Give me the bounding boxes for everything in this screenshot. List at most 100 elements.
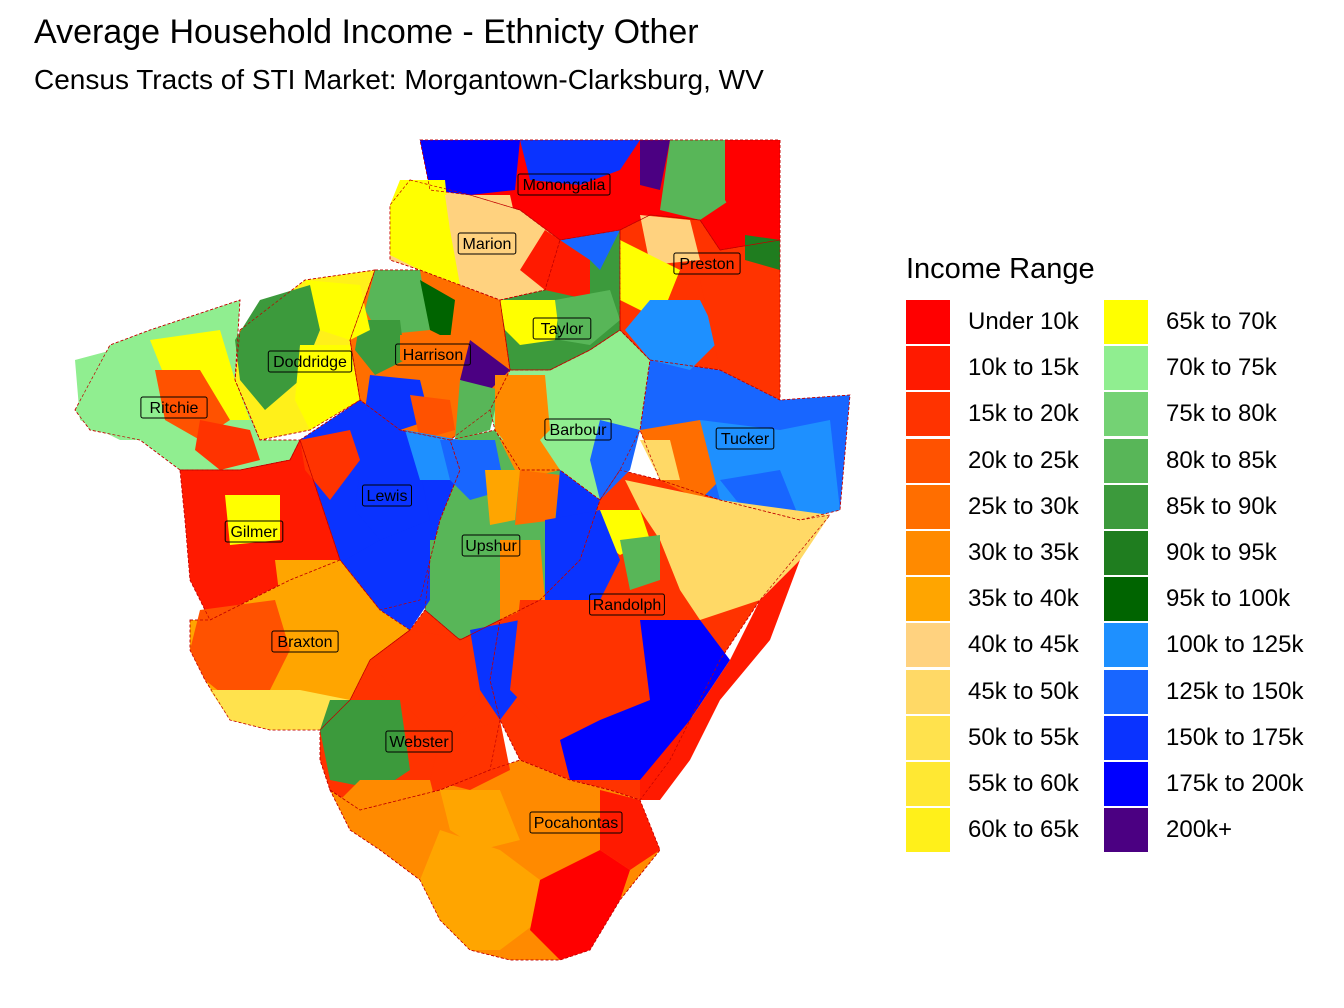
legend-swatch (906, 300, 950, 344)
legend-label: 70k to 75k (1166, 354, 1277, 382)
legend-item: 175k to 200k (1104, 762, 1314, 806)
legend-item: 95k to 100k (1104, 577, 1314, 622)
legend-swatch (906, 392, 950, 437)
county-label-text: Taylor (541, 321, 584, 338)
census-tract (345, 540, 430, 630)
census-tract (190, 600, 290, 700)
county-label-marion: Marion (457, 232, 517, 255)
legend-label: Under 10k (968, 308, 1079, 335)
county-label-text: Braxton (277, 634, 332, 651)
census-tract (510, 600, 670, 720)
county-label-box (532, 317, 592, 340)
legend-item: 25k to 30k (906, 484, 1116, 529)
legend-label: 40k to 45k (968, 631, 1079, 659)
county-label-text: Ritchie (150, 400, 199, 417)
legend-item: 125k to 150k (1104, 669, 1314, 714)
legend-item: 65k to 70k (1104, 300, 1314, 344)
legend-item: 60k to 65k (906, 808, 1116, 853)
county-label-lewis: Lewis (362, 484, 412, 507)
county-label-text: Preston (679, 256, 734, 273)
legend-swatch (1104, 531, 1148, 575)
legend-swatch (1104, 300, 1148, 344)
legend-item: 20k to 25k (906, 438, 1116, 483)
county-label-box (673, 252, 741, 275)
county-label-box (271, 630, 339, 653)
census-tract (500, 780, 600, 860)
county-label-gilmer: Gilmer (224, 520, 284, 543)
census-tract (410, 395, 455, 440)
legend-item: 100k to 125k (1104, 623, 1314, 668)
legend-label: 45k to 50k (968, 677, 1079, 705)
county-label-text: Gilmer (230, 524, 278, 541)
legend-swatch (1104, 346, 1148, 391)
legend-swatch (1104, 715, 1148, 760)
legend-label: 25k to 30k (968, 492, 1079, 520)
legend-swatch (1104, 484, 1148, 529)
census-tract (295, 345, 360, 430)
legend-label: 85k to 90k (1166, 492, 1277, 520)
census-tract (420, 280, 455, 340)
legend-item: 80k to 85k (1104, 438, 1314, 483)
choropleth-map: Monongalia Marion Preston Taylor Harrison Dod… (74, 139, 851, 961)
legend-item: 45k to 50k (906, 669, 1116, 714)
census-tract (440, 790, 520, 850)
county-label-text: Doddridge (273, 354, 347, 371)
county-label-text: Monongalia (523, 177, 606, 194)
census-tract (390, 180, 460, 285)
census-tract (560, 230, 620, 270)
census-tract (195, 420, 260, 470)
county-label-text: Tucker (721, 431, 770, 448)
county-label-box (589, 593, 665, 616)
legend-label: 90k to 95k (1166, 539, 1277, 566)
legend-swatch (906, 577, 950, 622)
county-label-text: Lewis (367, 488, 408, 505)
census-tract (640, 440, 680, 480)
legend-item: 150k to 175k (1104, 715, 1314, 760)
legend-label: 55k to 60k (968, 770, 1079, 797)
census-tract (445, 195, 520, 250)
legend-item: 90k to 95k (1104, 531, 1314, 575)
county-label-box (224, 520, 284, 543)
county-label-box (715, 427, 775, 450)
legend-swatch (1104, 762, 1148, 806)
county-label-box (457, 232, 517, 255)
county-label-tucker: Tucker (715, 427, 775, 450)
legend-swatch (906, 715, 950, 760)
legend-swatch (1104, 438, 1148, 483)
county-label-text: Pocahontas (534, 815, 619, 832)
county-label-text: Webster (389, 734, 449, 751)
legend-swatch (906, 669, 950, 714)
county-border (639, 359, 851, 521)
county-label-box (362, 484, 412, 507)
legend-swatch (906, 346, 950, 391)
county-border (499, 229, 621, 371)
legend-item: 10k to 15k (906, 346, 1116, 391)
census-tract (365, 270, 430, 335)
legend-swatch (906, 623, 950, 668)
legend-label: 30k to 35k (968, 539, 1079, 566)
county-label-braxton: Braxton (271, 630, 339, 653)
census-tract (560, 620, 730, 780)
legend-swatch (1104, 577, 1148, 622)
census-tract (520, 230, 590, 300)
county-label-box (395, 343, 471, 366)
legend-title: Income Range (906, 253, 1095, 285)
legend-label: 100k to 125k (1166, 631, 1304, 659)
legend-item: Under 10k (906, 300, 1116, 344)
legend-swatch (906, 808, 950, 853)
census-tract (620, 535, 660, 590)
census-tract (225, 495, 280, 545)
census-tract (500, 300, 560, 345)
census-tract (320, 700, 410, 790)
census-tract (305, 280, 370, 340)
census-tract (340, 780, 440, 840)
legend-label: 10k to 15k (968, 354, 1079, 382)
county-label-box (267, 350, 353, 373)
legend-label: 80k to 85k (1166, 446, 1277, 474)
census-tract (425, 540, 505, 640)
county-border (319, 609, 501, 811)
legend: Income Range Under 10k 10k to 15k 15k to 2… (906, 250, 1336, 860)
legend-label: 125k to 150k (1166, 677, 1304, 705)
legend-label: 65k to 70k (1166, 308, 1277, 335)
census-tract (495, 375, 550, 460)
